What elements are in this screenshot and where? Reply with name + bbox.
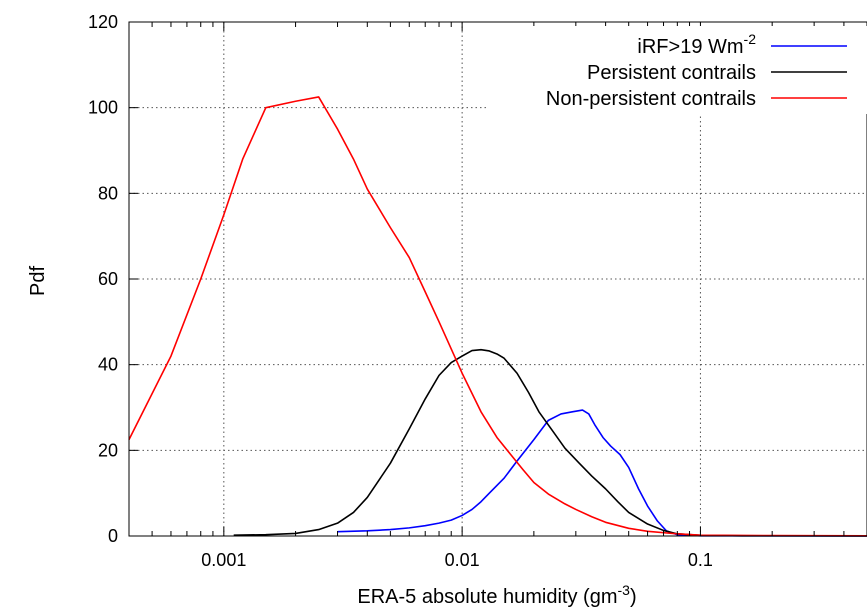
y-tick-label: 80 — [98, 183, 118, 203]
x-tick-label: 0.01 — [445, 550, 480, 570]
series-persistent-contrails-line — [233, 348, 867, 537]
y-axis-title: Pdf — [27, 266, 49, 296]
x-axis-title-end: ) — [630, 586, 637, 608]
y-tick-label: 20 — [98, 440, 118, 460]
legend-box — [486, 26, 867, 114]
legend-label-irf-main: iRF>19 Wm — [637, 36, 743, 58]
legend-label-irf-superscript: -2 — [744, 31, 757, 47]
y-tick-label: 120 — [88, 12, 118, 32]
y-tick-label: 40 — [98, 355, 118, 375]
x-axis-title-superscript: -3 — [617, 582, 630, 598]
x-axis-title-main: ERA-5 absolute humidity (gm — [357, 586, 617, 608]
legend-label-irf: iRF>19 Wm-2 — [637, 31, 756, 58]
y-tick-label: 60 — [98, 269, 118, 289]
x-tick-label: 0.001 — [201, 550, 246, 570]
y-tick-label: 0 — [108, 526, 118, 546]
x-tick-label: 0.1 — [688, 550, 713, 570]
data-series — [128, 96, 867, 537]
legend-label-non-persistent: Non-persistent contrails — [546, 88, 756, 110]
y-tick-label: 100 — [88, 98, 118, 118]
legend: iRF>19 Wm-2 Persistent contrails Non-per… — [486, 26, 867, 114]
axis-ticks: 0 20 40 60 80 100 120 0.001 0.01 0.1 — [88, 12, 845, 570]
series-irf-line — [337, 409, 867, 537]
x-axis-title: ERA-5 absolute humidity (gm-3) — [357, 582, 636, 608]
legend-label-persistent: Persistent contrails — [587, 62, 756, 84]
series-non-persistent-contrails-line — [128, 96, 867, 537]
